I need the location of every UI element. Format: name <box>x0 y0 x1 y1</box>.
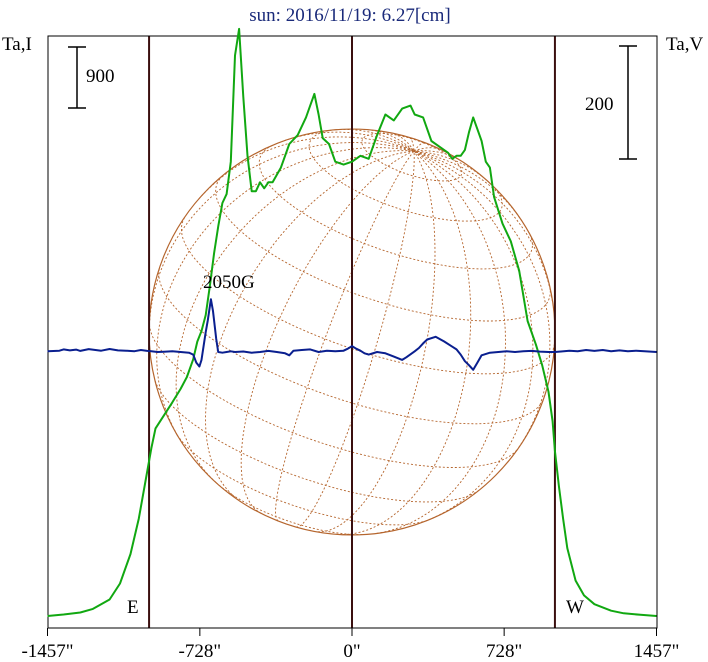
longitude-line <box>148 142 415 345</box>
scale-bars <box>68 45 637 160</box>
x-tick-label: -728" <box>179 641 222 662</box>
longitude-line <box>413 150 458 160</box>
longitude-line <box>389 132 415 152</box>
longitude-line <box>413 150 534 521</box>
field-strength-annotation: 2050G <box>203 272 255 293</box>
longitude-line <box>413 147 440 152</box>
solar-disk-grid <box>148 128 556 536</box>
latitude-line <box>176 434 429 526</box>
latitude-line <box>154 380 480 503</box>
longitude-line <box>409 137 415 152</box>
longitude-line <box>156 147 415 436</box>
y-axis-label-right: Ta,V <box>666 34 703 55</box>
scale-bar-left-label: 900 <box>86 66 115 87</box>
chart-title: sun: 2016/11/19: 6.27[cm] <box>249 5 450 26</box>
longitude-line <box>335 128 415 152</box>
scale-bar-right <box>619 45 637 160</box>
east-limb-label: E <box>127 597 139 618</box>
longitude-line <box>413 150 523 222</box>
longitude-line <box>205 150 415 503</box>
longitude-line <box>376 150 506 534</box>
scale-bar-right-label: 200 <box>585 94 614 115</box>
latitude-line <box>181 217 556 375</box>
latitude-line <box>148 324 518 468</box>
x-tick-label: -1457" <box>21 641 73 662</box>
data-series <box>47 27 657 617</box>
longitude-line <box>413 142 425 152</box>
longitude-line <box>317 150 436 533</box>
west-limb-label: W <box>566 597 584 618</box>
polarization-curve <box>47 298 657 371</box>
longitude-line <box>175 150 415 483</box>
latitude-line <box>158 268 545 425</box>
latitude-line <box>258 145 533 270</box>
scale-bar-left <box>68 46 86 109</box>
x-ticks: -1457" -728" 0" 728" 1457" <box>21 628 679 662</box>
x-tick-label: 1457" <box>634 641 680 662</box>
longitude-line <box>367 129 415 152</box>
intensity-curve <box>47 27 657 617</box>
longitude-line <box>284 131 415 152</box>
x-tick-label: 0" <box>343 641 360 662</box>
longitude-line <box>342 150 472 536</box>
longitude-line <box>413 150 551 458</box>
x-tick-label: 728" <box>486 641 522 662</box>
latitude-line <box>215 175 551 322</box>
latitude-line <box>215 482 365 536</box>
y-axis-label-left: Ta,I <box>2 34 32 55</box>
longitude-line <box>413 150 555 310</box>
longitude-line <box>413 150 483 177</box>
limb-and-center-lines <box>148 36 556 628</box>
longitude-line <box>296 150 415 528</box>
